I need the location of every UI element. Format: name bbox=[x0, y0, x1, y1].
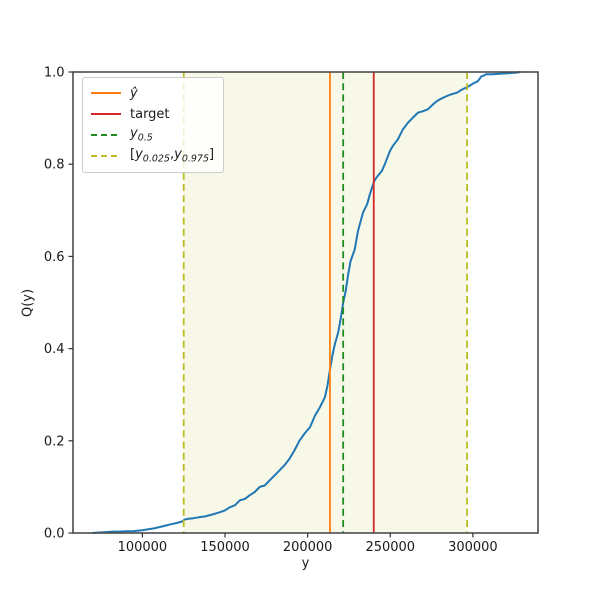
legend-dashed-line-swatch bbox=[91, 133, 121, 137]
y-tick-label: 1.0 bbox=[44, 66, 65, 81]
legend-dashed-line-swatch bbox=[91, 154, 121, 158]
legend-label: ŷ bbox=[130, 85, 138, 101]
x-tick-label: 150000 bbox=[200, 540, 250, 555]
y-tick-label: 0.6 bbox=[44, 250, 65, 265]
y-tick-label: 0.8 bbox=[44, 158, 65, 173]
legend-item: ŷ bbox=[91, 84, 214, 102]
x-tick-label: 200000 bbox=[283, 540, 333, 555]
legend-line-swatch bbox=[91, 91, 121, 95]
legend-item: y0.5 bbox=[91, 126, 214, 144]
x-axis-label: y bbox=[301, 556, 310, 571]
legend-label: y0.5 bbox=[130, 125, 153, 144]
x-tick-label: 250000 bbox=[365, 540, 415, 555]
axes-spines bbox=[72, 71, 539, 534]
x-tick-label: 300000 bbox=[448, 540, 498, 555]
legend: ŷ target y0.5 [y0.025,y0.975] bbox=[82, 77, 225, 173]
y-axis-label: Q(y) bbox=[20, 288, 36, 318]
legend-item: [y0.025,y0.975] bbox=[91, 147, 214, 165]
y-tick-label: 0.2 bbox=[44, 434, 65, 449]
y-tick-label: 0.4 bbox=[44, 342, 65, 357]
legend-label: [y0.025,y0.975] bbox=[130, 146, 215, 165]
quantile-band bbox=[183, 72, 468, 533]
legend-item: target bbox=[91, 105, 214, 123]
x-tick-label: 100000 bbox=[118, 540, 168, 555]
legend-label: target bbox=[130, 106, 170, 122]
legend-line-swatch bbox=[91, 112, 121, 116]
y-tick-label: 0.0 bbox=[44, 527, 65, 542]
